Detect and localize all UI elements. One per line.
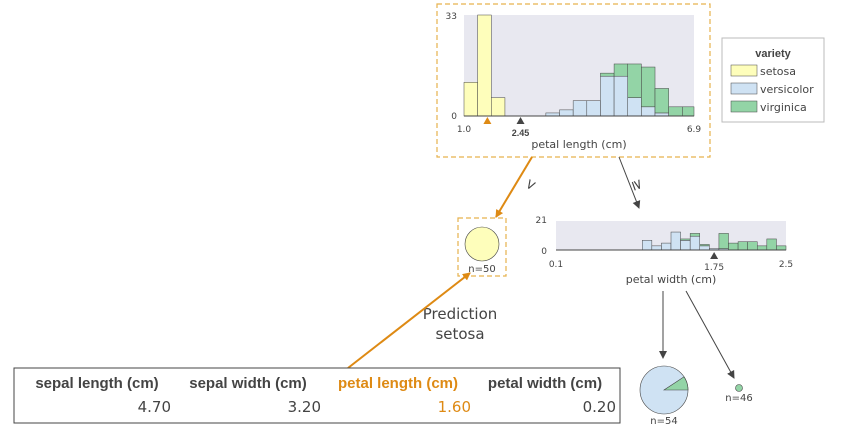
root-node-highlight-box — [436, 3, 711, 158]
root-bars-bar-10-versicolor — [600, 75, 615, 117]
right-bars-bar-2-versicolor — [661, 242, 672, 251]
root-bars-bar-11-virginica — [613, 63, 628, 77]
right-bars-bar-1-versicolor — [651, 245, 662, 251]
legend-label-setosa: setosa — [760, 65, 796, 78]
legend-swatch-versicolor — [730, 82, 758, 95]
left-leaf-node: n=50 — [457, 217, 507, 277]
edge-root-to-left-leaf — [495, 156, 533, 218]
sample-header-petal-length: petal length (cm) — [338, 375, 458, 392]
prediction-title: Prediction — [423, 305, 498, 323]
leaf-left-bottom-pie-virginica — [662, 376, 689, 391]
right-bars-bar-4-virginica — [680, 238, 691, 241]
root-node: 33 0 1.0 6.9 2.45 petal length (cm) — [436, 3, 711, 158]
leaf-right-bottom: n=46 — [725, 384, 753, 404]
right-bars-bar-10-virginica — [737, 241, 748, 251]
root-bars-bar-14-virginica — [654, 88, 669, 114]
root-bars-bar-15-virginica — [668, 106, 683, 117]
left-leaf-pie — [464, 226, 500, 262]
right-y-max-label: 21 — [536, 216, 547, 226]
legend-label-versicolor: versicolor — [760, 83, 814, 96]
right-x-max-label: 2.5 — [779, 260, 793, 270]
sample-value-sepal-width: 3.20 — [288, 398, 321, 416]
root-bars-bar-0-setosa — [463, 82, 478, 117]
root-bars-bar-1-setosa — [477, 14, 492, 117]
right-split-label: 1.75 — [704, 263, 724, 273]
sample-value-petal-width: 0.20 — [583, 398, 616, 416]
left-leaf-highlight-box — [457, 217, 507, 277]
root-bars-bar-11-versicolor — [613, 75, 628, 117]
root-y-min-label: 0 — [451, 112, 457, 122]
right-bars-bar-4-versicolor — [680, 240, 691, 251]
edge-left-label: < — [521, 176, 541, 194]
right-bars-bar-8-virginica — [718, 233, 729, 249]
right-bars-bar-3-versicolor — [670, 231, 681, 251]
right-bars-bar-9-virginica — [728, 242, 739, 251]
edge-right-to-right-bottom-leaf — [685, 290, 735, 379]
right-bars-bar-14-virginica — [776, 245, 787, 251]
edge-sample-to-leaf — [347, 272, 471, 369]
right-split-marker — [710, 252, 719, 259]
root-bars-bar-12-versicolor — [627, 97, 642, 117]
right-bars-bar-0-versicolor — [642, 240, 653, 251]
edge-root-to-right-node — [618, 156, 641, 209]
right-y-min-label: 0 — [541, 247, 547, 257]
prediction-class: setosa — [435, 325, 484, 343]
right-bars-bar-6-virginica — [699, 244, 710, 247]
leaf-left-bottom: n=54 — [639, 365, 689, 427]
prediction: Prediction setosa — [423, 305, 498, 343]
root-bars-bar-16-virginica — [682, 106, 695, 117]
leaf-left-bottom-count: n=54 — [650, 416, 677, 427]
root-bars-bar-8-versicolor — [572, 100, 588, 117]
right-histogram — [642, 231, 787, 251]
right-bars-bar-5-versicolor — [689, 235, 701, 251]
sample-value-sepal-length: 4.70 — [138, 398, 171, 416]
right-node: 21 0 0.1 2.5 1.75 petal width (cm) — [536, 216, 794, 286]
edge-right-label: ≥ — [627, 177, 646, 193]
legend-title: variety — [755, 48, 791, 60]
right-bars-bar-5-virginica — [689, 233, 701, 237]
right-x-min-label: 0.1 — [549, 260, 563, 270]
right-bars-bar-12-virginica — [757, 245, 768, 251]
legend-swatch-setosa — [730, 64, 758, 77]
root-split-label: 2.45 — [512, 128, 530, 138]
root-bars-bar-7-versicolor — [559, 109, 574, 117]
right-bars-bar-11-virginica — [747, 241, 758, 251]
sample-value-petal-length: 1.60 — [438, 398, 471, 416]
root-bars-bar-2-setosa — [491, 97, 506, 117]
legend-swatch-virginica — [730, 100, 758, 113]
leaf-right-bottom-count: n=46 — [725, 393, 752, 404]
sample-table-box — [13, 367, 621, 424]
root-y-max-label: 33 — [446, 12, 457, 22]
right-feature-label: petal width (cm) — [626, 273, 717, 286]
root-x-max-label: 6.9 — [687, 125, 702, 135]
sample-header-sepal-length: sepal length (cm) — [35, 375, 158, 392]
sample-table: sepal length (cm) sepal width (cm) petal… — [13, 367, 621, 424]
root-bars-bar-9-versicolor — [586, 100, 601, 117]
root-bars-bar-13-versicolor — [641, 106, 656, 117]
root-sample-marker — [483, 117, 492, 124]
sample-header-sepal-width: sepal width (cm) — [189, 375, 307, 392]
legend-label-virginica: virginica — [760, 101, 807, 114]
root-bars-bar-10-virginica — [600, 72, 615, 77]
legend: variety setosa versicolor virginica — [721, 37, 825, 123]
right-bars-bar-6-versicolor — [699, 245, 710, 251]
root-feature-label: petal length (cm) — [531, 138, 626, 151]
leaf-right-bottom-pie — [735, 384, 743, 392]
root-bars-bar-12-virginica — [627, 63, 642, 98]
root-bars-bar-13-virginica — [641, 66, 656, 108]
root-x-min-label: 1.0 — [457, 125, 472, 135]
right-bars-bar-13-virginica — [766, 238, 777, 251]
left-leaf-count: n=50 — [468, 264, 495, 275]
root-split-marker — [516, 117, 525, 124]
sample-header-petal-width: petal width (cm) — [488, 375, 602, 392]
